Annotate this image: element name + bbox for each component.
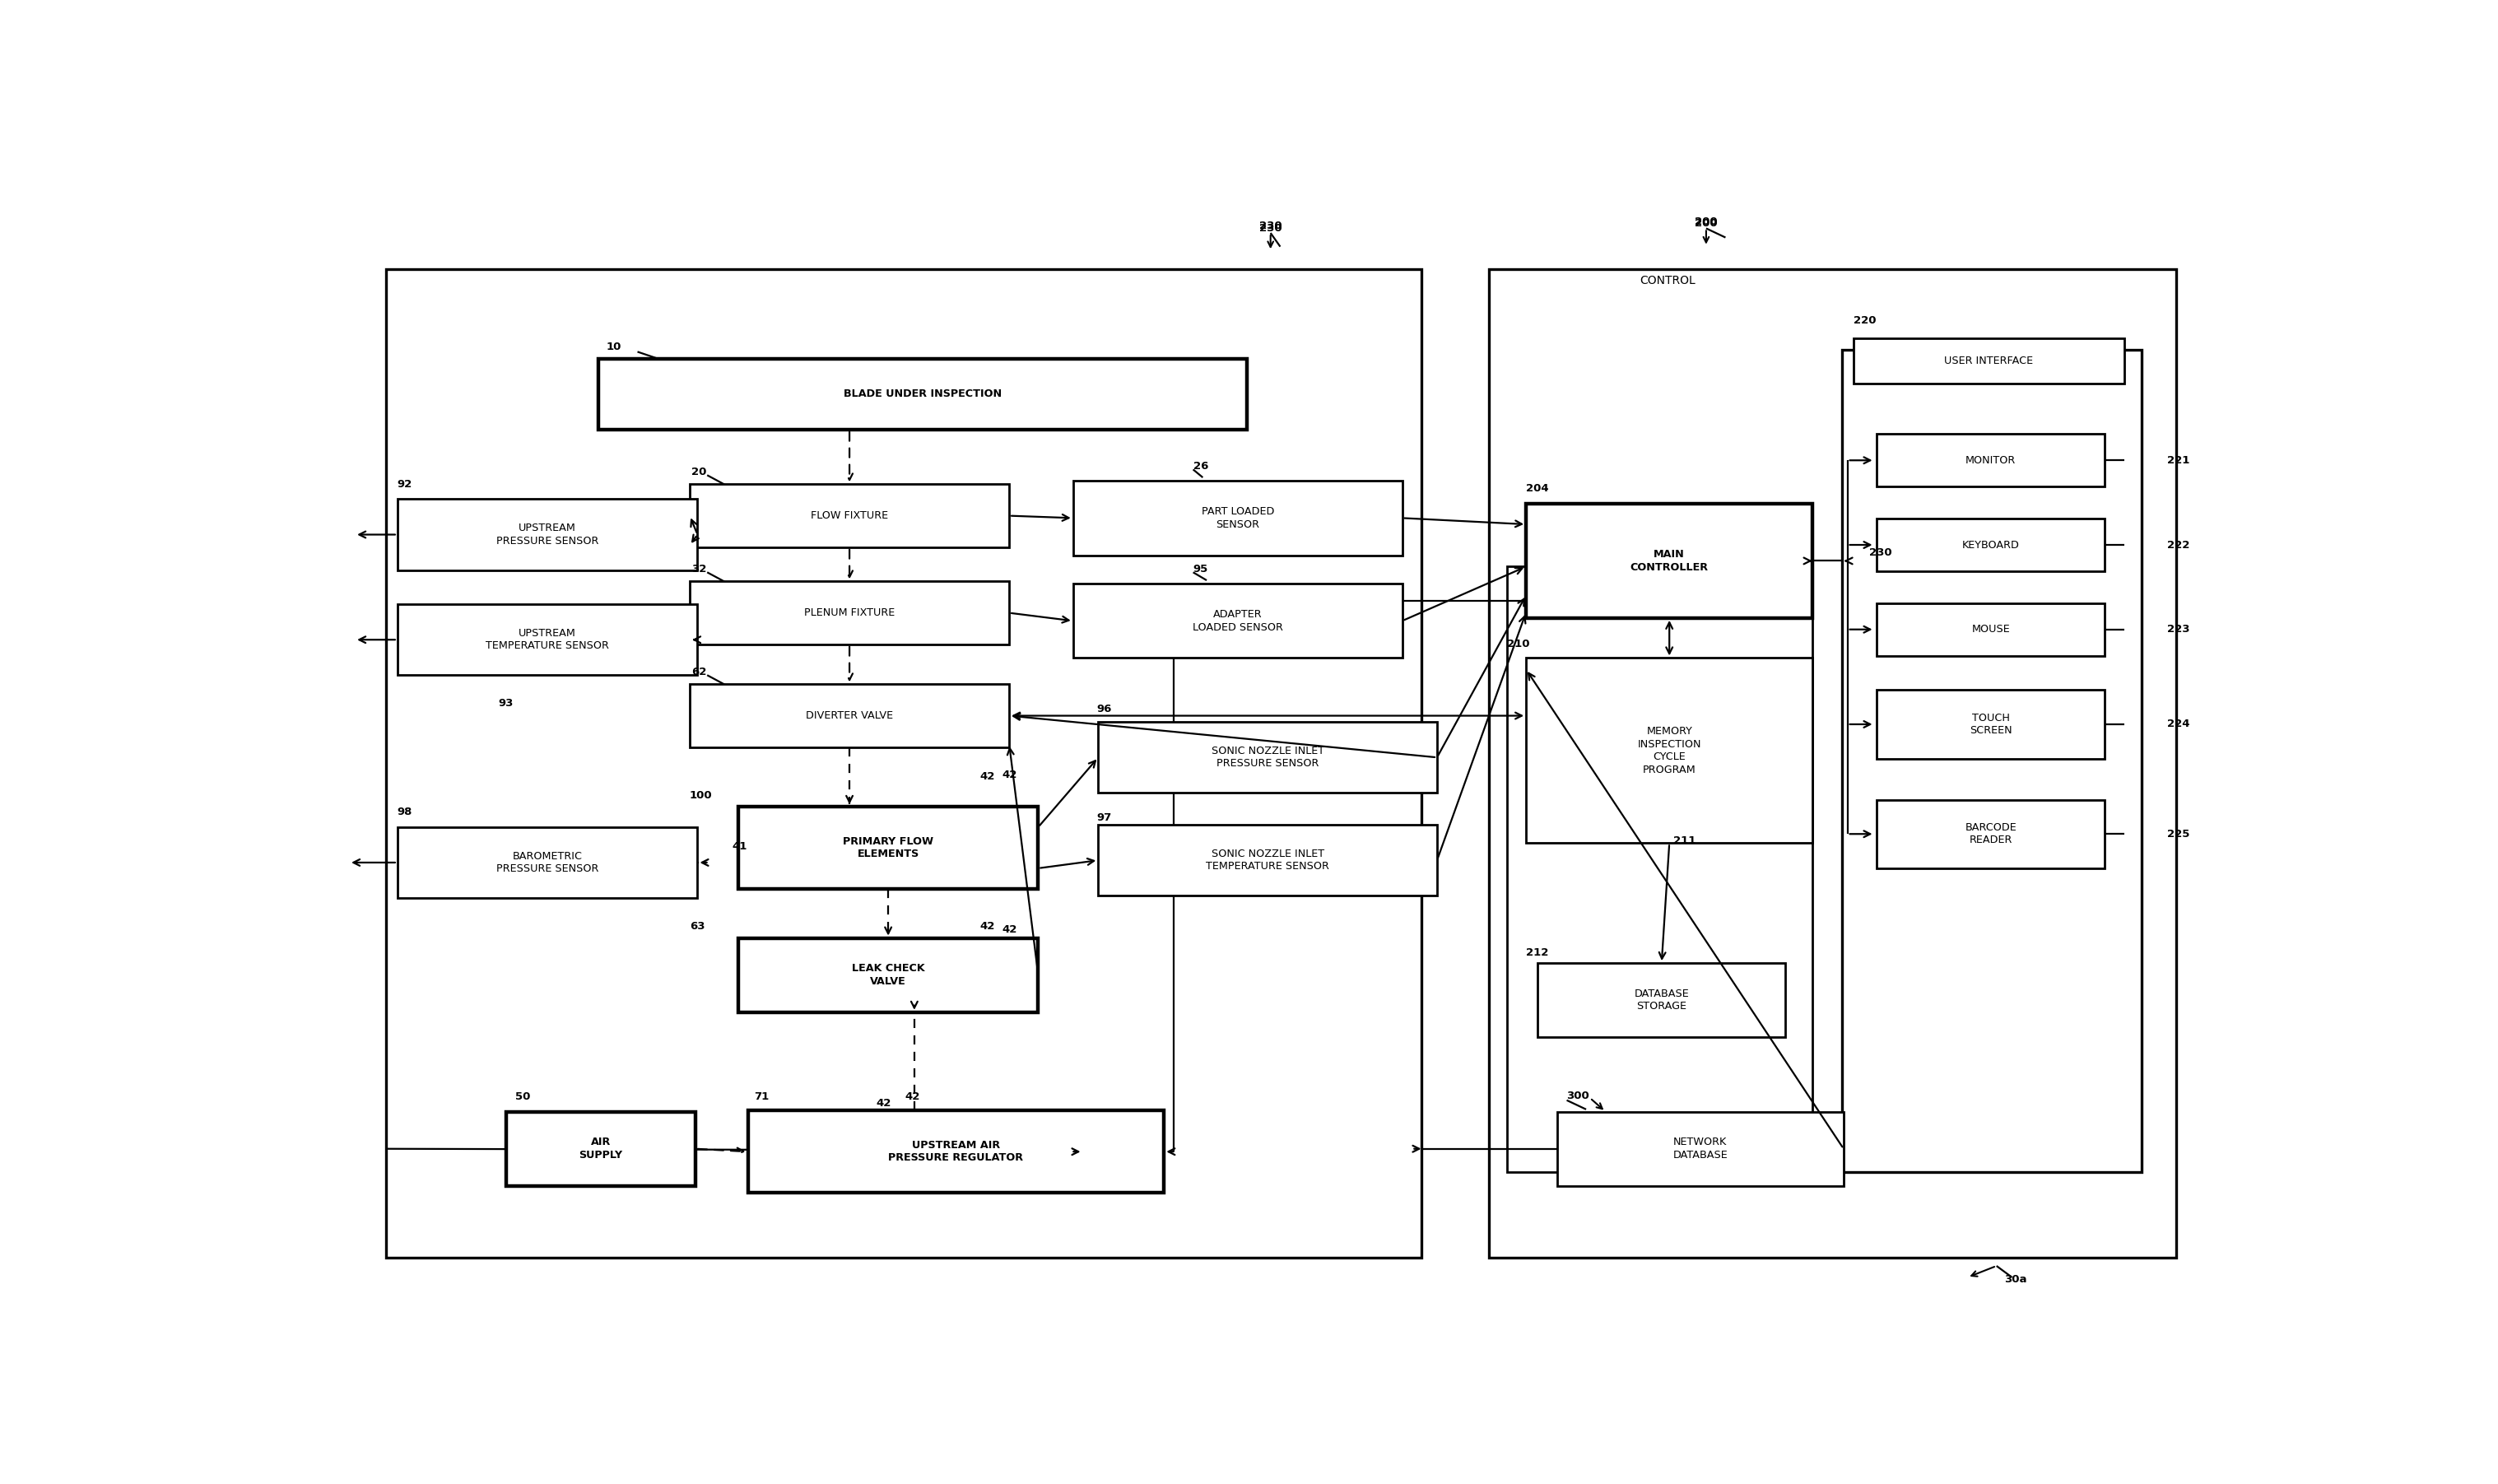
FancyBboxPatch shape	[1556, 1112, 1844, 1186]
Text: 211: 211	[1674, 835, 1696, 846]
Text: 62: 62	[692, 666, 707, 677]
Text: SONIC NOZZLE INLET
TEMPERATURE SENSOR: SONIC NOZZLE INLET TEMPERATURE SENSOR	[1207, 849, 1329, 873]
Text: MOUSE: MOUSE	[1971, 625, 2011, 635]
Text: 42: 42	[979, 772, 994, 782]
Text: 212: 212	[1526, 947, 1549, 959]
Text: 210: 210	[1506, 640, 1529, 650]
Text: 221: 221	[2166, 456, 2188, 466]
FancyBboxPatch shape	[739, 806, 1039, 889]
Text: DIVERTER VALVE: DIVERTER VALVE	[807, 711, 894, 721]
Text: 92: 92	[397, 479, 412, 490]
Text: 224: 224	[2166, 718, 2191, 730]
Text: 42: 42	[1002, 769, 1017, 781]
Text: DATABASE
STORAGE: DATABASE STORAGE	[1634, 988, 1689, 1012]
FancyBboxPatch shape	[397, 604, 697, 675]
FancyBboxPatch shape	[1489, 270, 2176, 1258]
Text: 41: 41	[732, 841, 747, 852]
Text: 42: 42	[979, 922, 994, 932]
Text: BAROMETRIC
PRESSURE SENSOR: BAROMETRIC PRESSURE SENSOR	[497, 850, 600, 874]
Text: 50: 50	[515, 1091, 530, 1103]
Text: FLOW FIXTURE: FLOW FIXTURE	[812, 510, 889, 521]
FancyBboxPatch shape	[385, 270, 1421, 1258]
Text: 230: 230	[1869, 548, 1891, 558]
FancyBboxPatch shape	[1099, 723, 1436, 792]
FancyBboxPatch shape	[1854, 338, 2123, 384]
Text: 26: 26	[1194, 460, 1209, 472]
Text: 230: 230	[1259, 223, 1281, 233]
Text: KEYBOARD: KEYBOARD	[1961, 540, 2018, 551]
Text: 230: 230	[1259, 221, 1281, 232]
Text: 98: 98	[397, 807, 412, 818]
Text: MONITOR: MONITOR	[1966, 456, 2016, 466]
FancyBboxPatch shape	[1074, 481, 1401, 555]
Text: 223: 223	[2166, 625, 2191, 635]
FancyBboxPatch shape	[600, 359, 1247, 429]
FancyBboxPatch shape	[689, 684, 1009, 746]
Text: BARCODE
READER: BARCODE READER	[1966, 822, 2016, 846]
FancyBboxPatch shape	[505, 1112, 694, 1186]
FancyBboxPatch shape	[1876, 800, 2106, 868]
FancyBboxPatch shape	[397, 499, 697, 570]
Text: BLADE UNDER INSPECTION: BLADE UNDER INSPECTION	[844, 389, 1002, 399]
Text: SONIC NOZZLE INLET
PRESSURE SENSOR: SONIC NOZZLE INLET PRESSURE SENSOR	[1212, 745, 1324, 769]
Text: 200: 200	[1694, 218, 1719, 229]
Text: 20: 20	[692, 466, 707, 476]
Text: 10: 10	[607, 341, 622, 353]
FancyBboxPatch shape	[1526, 657, 1814, 843]
Text: 204: 204	[1526, 484, 1549, 494]
Text: UPSTREAM AIR
PRESSURE REGULATOR: UPSTREAM AIR PRESSURE REGULATOR	[889, 1140, 1024, 1163]
Text: 93: 93	[497, 699, 515, 709]
Text: 30a: 30a	[2003, 1275, 2028, 1285]
FancyBboxPatch shape	[1876, 690, 2106, 758]
Text: 225: 225	[2166, 828, 2188, 840]
FancyBboxPatch shape	[689, 484, 1009, 548]
Text: 200: 200	[1694, 217, 1719, 227]
FancyBboxPatch shape	[397, 827, 697, 898]
Text: 42: 42	[1002, 925, 1017, 935]
FancyBboxPatch shape	[747, 1110, 1164, 1193]
Text: 100: 100	[689, 789, 712, 800]
Text: USER INTERFACE: USER INTERFACE	[1943, 356, 2033, 367]
Text: PART LOADED
SENSOR: PART LOADED SENSOR	[1202, 506, 1274, 530]
FancyBboxPatch shape	[1506, 567, 1814, 1172]
Text: 300: 300	[1566, 1091, 1589, 1101]
FancyBboxPatch shape	[1074, 583, 1401, 657]
FancyBboxPatch shape	[1876, 603, 2106, 656]
Text: MAIN
CONTROLLER: MAIN CONTROLLER	[1631, 549, 1709, 573]
FancyBboxPatch shape	[1099, 825, 1436, 896]
Text: 42: 42	[904, 1091, 919, 1103]
FancyBboxPatch shape	[1876, 518, 2106, 571]
Text: 96: 96	[1097, 703, 1112, 715]
FancyBboxPatch shape	[1526, 503, 1814, 617]
Text: MEMORY
INSPECTION
CYCLE
PROGRAM: MEMORY INSPECTION CYCLE PROGRAM	[1639, 726, 1701, 775]
Text: CONTROL: CONTROL	[1639, 275, 1696, 286]
Text: PRIMARY FLOW
ELEMENTS: PRIMARY FLOW ELEMENTS	[842, 835, 934, 859]
Text: UPSTREAM
TEMPERATURE SENSOR: UPSTREAM TEMPERATURE SENSOR	[485, 628, 610, 651]
Text: PLENUM FIXTURE: PLENUM FIXTURE	[804, 607, 894, 619]
FancyBboxPatch shape	[1539, 963, 1786, 1037]
Text: UPSTREAM
PRESSURE SENSOR: UPSTREAM PRESSURE SENSOR	[497, 522, 600, 546]
FancyBboxPatch shape	[739, 938, 1039, 1012]
Text: TOUCH
SCREEN: TOUCH SCREEN	[1968, 712, 2011, 736]
Text: NETWORK
DATABASE: NETWORK DATABASE	[1674, 1137, 1729, 1160]
Text: 97: 97	[1097, 813, 1112, 824]
Text: LEAK CHECK
VALVE: LEAK CHECK VALVE	[852, 963, 924, 987]
FancyBboxPatch shape	[689, 582, 1009, 644]
FancyBboxPatch shape	[1876, 433, 2106, 487]
Text: 32: 32	[692, 564, 707, 574]
Text: 95: 95	[1194, 564, 1209, 574]
Text: 63: 63	[689, 922, 704, 932]
Text: ADAPTER
LOADED SENSOR: ADAPTER LOADED SENSOR	[1192, 608, 1284, 632]
FancyBboxPatch shape	[1841, 349, 2141, 1172]
Text: AIR
SUPPLY: AIR SUPPLY	[580, 1137, 622, 1160]
Text: 71: 71	[754, 1091, 769, 1103]
Text: 220: 220	[1854, 316, 1876, 326]
Text: 222: 222	[2166, 540, 2188, 551]
Text: 42: 42	[877, 1098, 892, 1109]
